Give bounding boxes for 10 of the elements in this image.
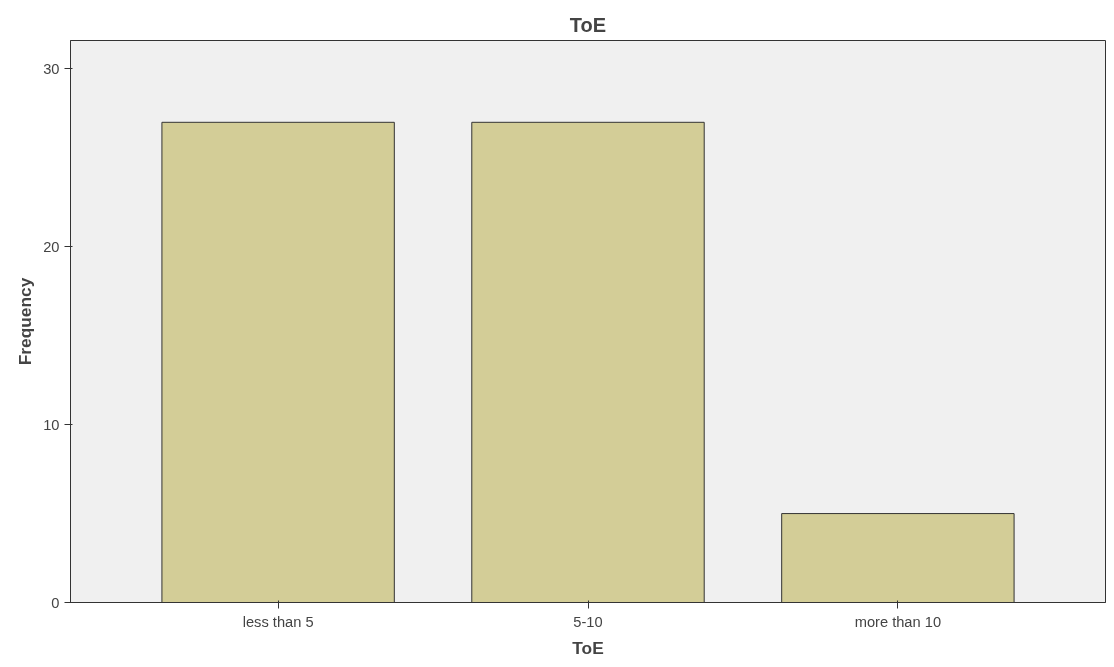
- x-tick-label: less than 5: [242, 613, 314, 630]
- y-tick-label: 20: [43, 238, 60, 255]
- x-tick-label: more than 10: [854, 613, 942, 630]
- chart-title: ToE: [569, 13, 607, 36]
- x-axis-title: ToE: [572, 637, 604, 658]
- y-tick-label: 0: [51, 594, 60, 611]
- y-tick-label: 30: [43, 60, 60, 77]
- y-axis-title: Frequency: [15, 277, 36, 366]
- y-tick-label: 10: [43, 416, 60, 433]
- x-tick-label: 5-10: [573, 613, 603, 630]
